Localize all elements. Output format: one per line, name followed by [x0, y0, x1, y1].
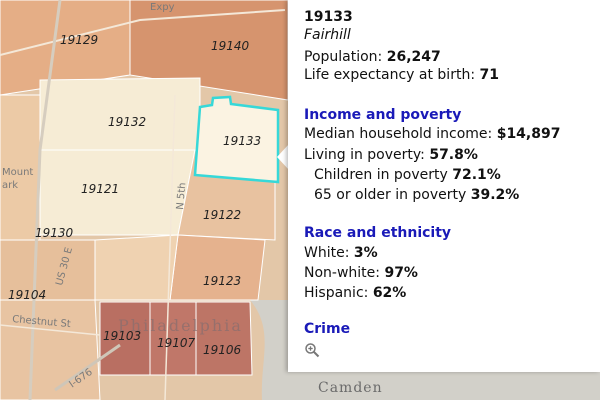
zip-area-19132[interactable] [39, 77, 201, 151]
life-expectancy-row: Life expectancy at birth: 71 [304, 67, 499, 83]
camden-label: Camden [318, 380, 383, 396]
zip-area-19123[interactable] [169, 234, 266, 301]
zip-label-19129: 19129 [60, 33, 98, 47]
n5-label: N 5th [175, 182, 188, 210]
road-west [28, 0, 62, 400]
zip-area-19133-selected[interactable] [193, 95, 280, 184]
race-ethnicity-header: Race and ethnicity [304, 225, 452, 241]
zoom-in-icon[interactable] [304, 342, 320, 358]
road-expressway [0, 9, 286, 56]
chestnut-label: Chestnut St [12, 314, 71, 330]
zip-label-19123: 19123 [203, 274, 241, 288]
nonwhite-row: Non-white: 97% [304, 265, 418, 281]
expy-label: Expy [150, 2, 175, 13]
zip-label-19104: 19104 [8, 288, 46, 302]
median-income-row: Median household income: $14,897 [304, 126, 561, 142]
population-row: Population: 26,247 [304, 49, 441, 65]
zip-label-19140: 19140 [211, 39, 250, 53]
crime-header: Crime [304, 321, 351, 337]
road-n5 [164, 94, 176, 400]
popup-pointer [277, 144, 289, 170]
zip-label-19106: 19106 [203, 343, 242, 357]
hispanic-row: Hispanic: 62% [304, 285, 407, 301]
zip-label-19107: 19107 [157, 336, 196, 350]
info-popup: 19133 Fairhill Population: 26,247 Life e… [288, 0, 600, 372]
road-chestnut [0, 324, 101, 336]
children-poverty-row: Children in poverty 72.1% [314, 167, 501, 183]
mount-label: Mount [2, 167, 33, 178]
income-poverty-header: Income and poverty [304, 107, 462, 123]
zip-label-19121: 19121 [81, 182, 119, 196]
zip-label-19133: 19133 [223, 134, 261, 148]
poverty-row: Living in poverty: 57.8% [304, 147, 478, 163]
zip-area-19106[interactable] [195, 301, 253, 376]
elderly-poverty-row: 65 or older in poverty 39.2% [314, 187, 520, 203]
ark-label: ark [2, 180, 18, 191]
road-i676 [54, 343, 121, 392]
zip-label-19103: 19103 [103, 329, 141, 343]
popup-zip: 19133 [304, 9, 353, 25]
zip-label-19130: 19130 [35, 226, 74, 240]
zip-label-19132: 19132 [108, 115, 146, 129]
white-row: White: 3% [304, 245, 378, 261]
zip-label-19122: 19122 [203, 208, 241, 222]
zip-area-19130b [94, 234, 179, 301]
city-label: Philadelphia [118, 316, 243, 335]
popup-neighborhood: Fairhill [304, 27, 351, 43]
